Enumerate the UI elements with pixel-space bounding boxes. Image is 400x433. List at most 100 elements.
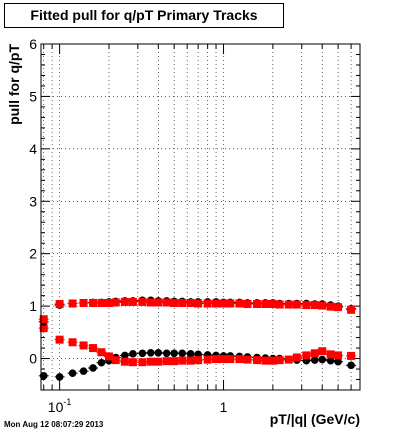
data-point xyxy=(55,335,64,344)
data-point xyxy=(178,356,187,365)
data-point xyxy=(154,357,163,366)
data-point xyxy=(39,372,48,380)
data-point xyxy=(186,356,195,365)
data-point xyxy=(68,369,77,378)
data-point xyxy=(243,300,252,309)
data-point xyxy=(212,299,221,308)
y-tick-label: 6 xyxy=(29,36,37,52)
data-point xyxy=(347,305,356,314)
data-point xyxy=(104,298,113,307)
data-point xyxy=(178,298,187,307)
data-point xyxy=(97,348,106,357)
y-tick-label: 3 xyxy=(29,193,37,209)
data-point xyxy=(79,298,88,307)
x-tick-label: 1 xyxy=(220,399,228,415)
data-point xyxy=(97,298,106,307)
data-point xyxy=(79,341,88,350)
data-point xyxy=(162,298,171,307)
data-point xyxy=(284,355,293,364)
data-point xyxy=(292,353,301,362)
plot-frame xyxy=(40,43,361,391)
data-point xyxy=(138,349,147,358)
data-point xyxy=(326,356,335,365)
y-tick-label: 1 xyxy=(29,298,37,314)
data-point xyxy=(310,356,319,364)
data-point xyxy=(347,351,356,360)
data-point xyxy=(219,355,228,364)
data-point xyxy=(79,367,88,375)
data-point xyxy=(261,300,270,309)
data-point xyxy=(275,300,284,309)
data-point xyxy=(55,300,64,309)
data-point xyxy=(334,357,342,366)
data-point xyxy=(302,301,311,310)
data-point xyxy=(318,347,327,356)
data-point xyxy=(120,357,129,366)
data-point xyxy=(334,351,343,360)
data-point xyxy=(252,356,261,365)
data-point xyxy=(121,351,129,360)
data-point xyxy=(129,350,137,358)
data-point xyxy=(226,299,235,308)
data-point xyxy=(111,298,120,307)
y-tick-label: 2 xyxy=(29,246,37,262)
data-point xyxy=(203,355,212,364)
data-point xyxy=(268,300,277,309)
data-point xyxy=(194,356,203,365)
data-point xyxy=(89,298,98,307)
data-point xyxy=(55,373,64,381)
x-axis-label: pT/|q| (GeV/c) xyxy=(270,411,360,427)
data-point xyxy=(178,349,187,358)
data-point xyxy=(235,299,244,308)
data-point xyxy=(138,358,147,367)
data-point xyxy=(243,355,252,364)
data-point xyxy=(347,361,355,370)
y-tick-label: 0 xyxy=(29,351,37,367)
data-point xyxy=(275,356,284,365)
data-point xyxy=(194,299,203,308)
data-point xyxy=(68,338,77,347)
data-point xyxy=(138,297,147,306)
data-point xyxy=(261,356,270,365)
data-point xyxy=(318,301,327,310)
data-point xyxy=(186,350,195,358)
data-point xyxy=(162,357,171,366)
data-point xyxy=(235,355,244,364)
data-point xyxy=(39,324,48,333)
data-point xyxy=(154,298,163,307)
chart-title: Fitted pull for q/pT Primary Tracks xyxy=(4,3,284,28)
data-point xyxy=(226,355,235,364)
data-point xyxy=(302,351,311,360)
data-point xyxy=(212,355,221,364)
y-axis-label: pull for q/pT xyxy=(6,44,22,125)
data-point xyxy=(128,297,137,306)
data-point xyxy=(170,298,179,307)
x-tick-label: 10-1 xyxy=(48,397,72,415)
data-point xyxy=(326,350,335,359)
data-point xyxy=(146,298,155,307)
data-point xyxy=(170,357,179,366)
data-point xyxy=(104,352,113,361)
data-point xyxy=(326,302,335,311)
data-point xyxy=(39,315,48,324)
data-point xyxy=(186,298,195,307)
data-point xyxy=(170,349,178,358)
data-point xyxy=(162,349,171,358)
data-point xyxy=(310,301,319,310)
data-point xyxy=(111,356,120,365)
data-point xyxy=(120,297,129,306)
data-point xyxy=(146,348,155,357)
data-point xyxy=(203,299,212,308)
y-tick-label: 4 xyxy=(29,141,37,157)
data-point xyxy=(89,364,97,372)
timestamp: Mon Aug 12 08:07:29 2013 xyxy=(4,420,104,429)
data-point xyxy=(252,300,261,309)
data-point xyxy=(89,344,98,353)
data-point xyxy=(268,356,277,365)
data-point xyxy=(128,358,137,367)
data-point xyxy=(318,355,327,364)
data-point xyxy=(310,349,319,358)
data-point xyxy=(334,303,343,312)
data-point xyxy=(154,348,163,357)
